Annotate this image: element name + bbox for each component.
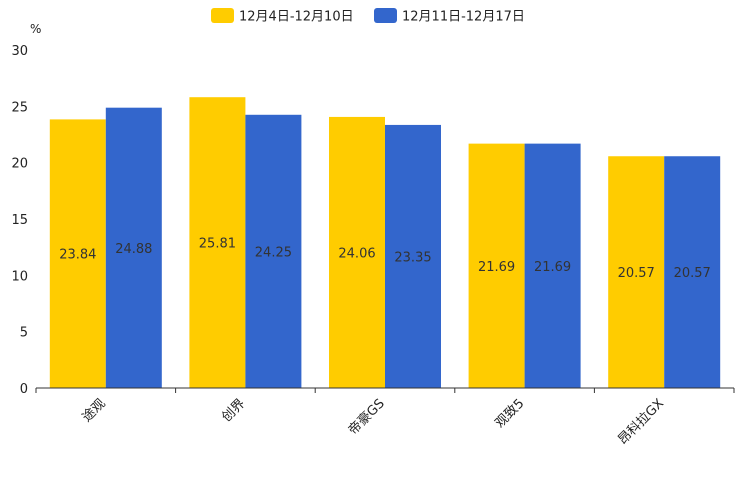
- y-tick-label: 20: [11, 157, 28, 172]
- y-tick-label: 25: [11, 100, 28, 115]
- data-label: 24.25: [255, 245, 292, 260]
- bar-series-1-3: [329, 116, 385, 388]
- bar-series-2-2: [245, 114, 302, 389]
- data-label: 25.81: [199, 237, 236, 252]
- y-axis-unit-label: %: [30, 22, 41, 36]
- data-label: 24.06: [338, 246, 375, 261]
- legend: 12月4日-12月10日 12月11日-12月17日: [211, 8, 525, 25]
- y-tick-label: 5: [20, 326, 28, 341]
- bar-series-2-5: [664, 156, 721, 388]
- x-category-label: 帝豪GS: [345, 396, 388, 439]
- data-label: 21.69: [534, 260, 571, 275]
- x-category-label: 昂科拉GX: [615, 396, 667, 448]
- x-category-label: 创界: [219, 396, 248, 425]
- bar-series-1-1: [49, 119, 106, 389]
- data-label: 21.69: [478, 260, 515, 275]
- y-tick-label: 10: [11, 269, 28, 284]
- y-tick-label: 15: [11, 213, 28, 228]
- legend-label-series-2: 12月11日-12月17日: [402, 10, 525, 25]
- y-tick-label: 0: [20, 382, 28, 397]
- data-label: 20.57: [618, 266, 655, 281]
- bar-series-1-2: [189, 97, 246, 388]
- y-axis: 0 5 10 15 20 25 30: [11, 44, 28, 397]
- bar-series-2-3: [385, 124, 441, 388]
- bars: 23.84 24.88 25.81 24.25 24.06 23.35 21.69 21.69…: [49, 97, 721, 389]
- data-label: 20.57: [674, 266, 711, 281]
- legend-swatch-series-2: [374, 8, 397, 23]
- legend-label-series-1: 12月4日-12月10日: [239, 10, 354, 25]
- x-axis: 途观 创界 帝豪GS 观致5 昂科拉GX: [35, 387, 735, 448]
- y-tick-label: 30: [11, 44, 28, 59]
- x-category-label: 观致5: [493, 396, 528, 431]
- legend-swatch-series-1: [211, 8, 234, 23]
- bar-series-1-4: [468, 143, 525, 388]
- data-label: 23.35: [394, 250, 431, 265]
- data-label: 23.84: [59, 248, 96, 263]
- bar-series-1-5: [608, 156, 665, 388]
- bar-series-2-4: [524, 143, 581, 388]
- bar-series-2-1: [105, 107, 162, 388]
- data-label: 24.88: [115, 242, 152, 257]
- x-category-label: 途观: [79, 396, 109, 426]
